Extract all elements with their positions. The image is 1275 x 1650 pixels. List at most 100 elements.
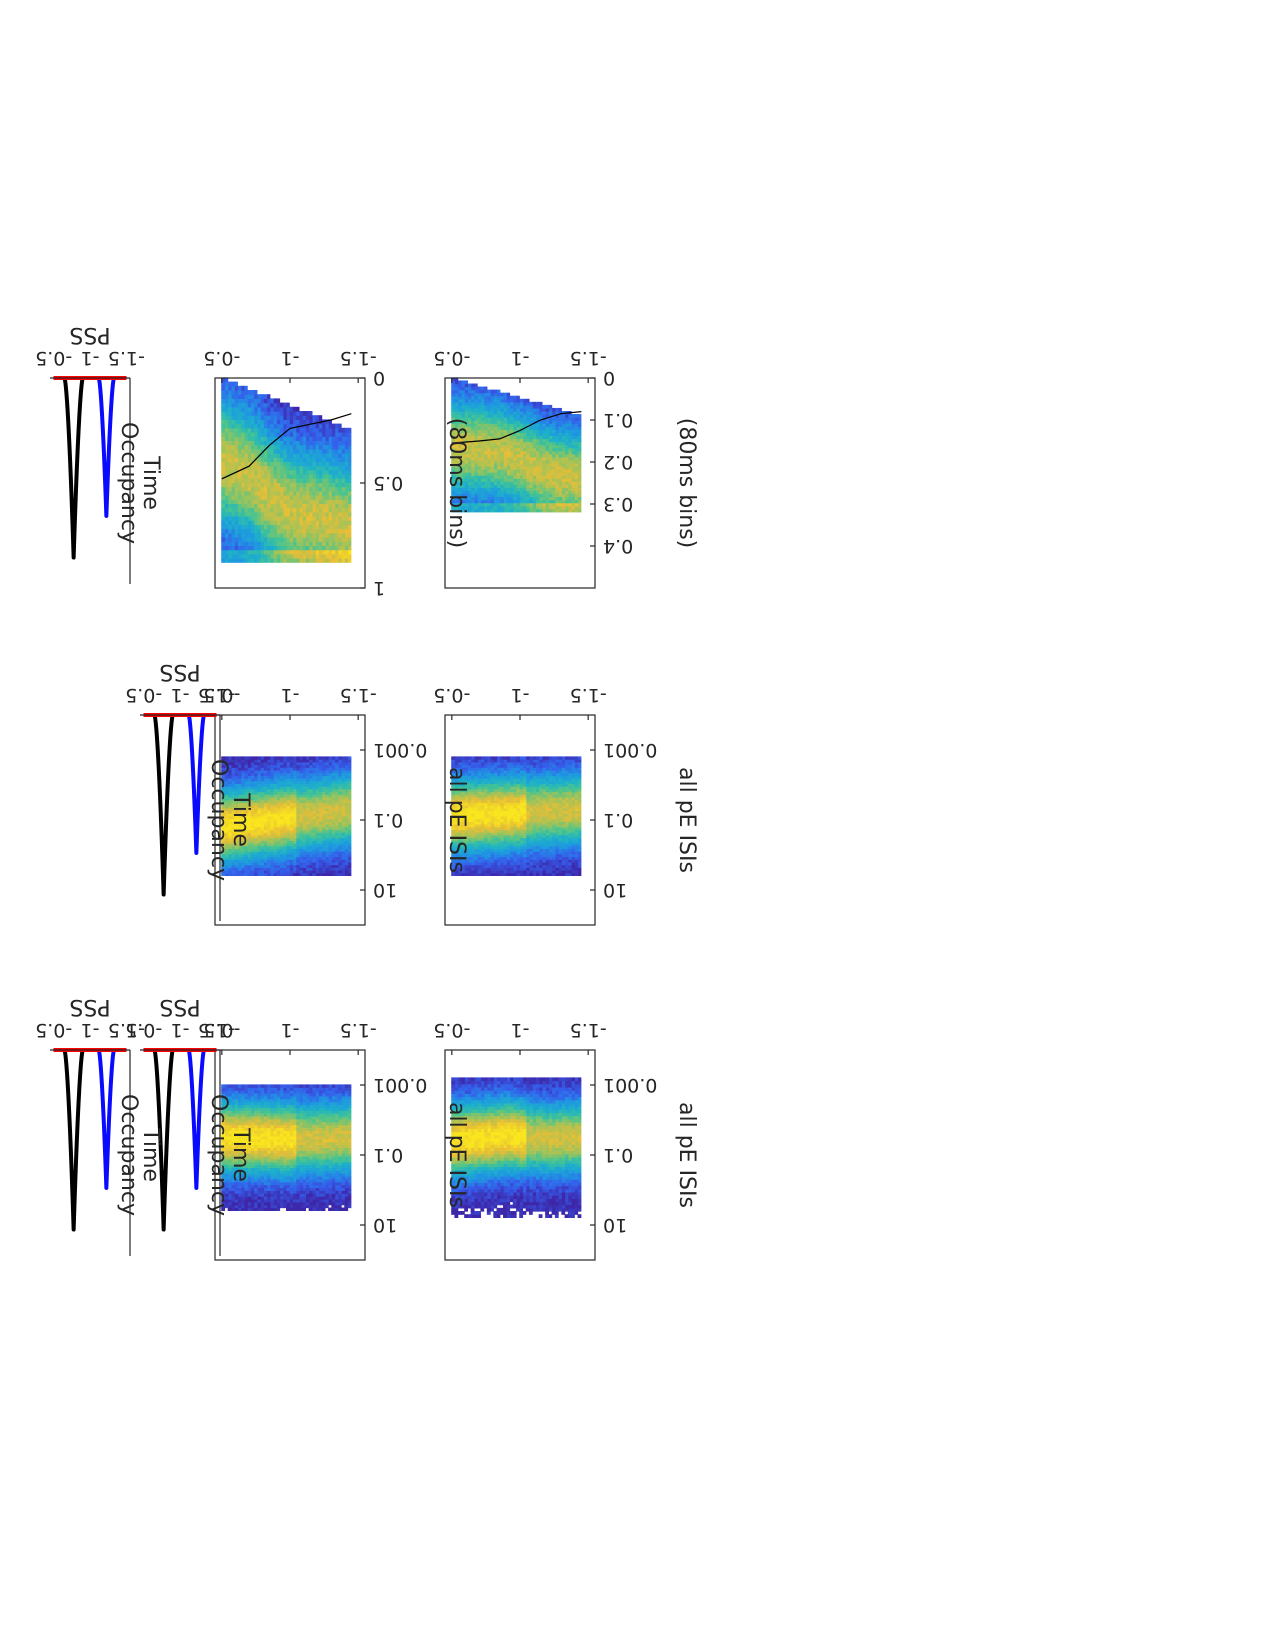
heatmap-cell [234, 1153, 239, 1157]
heatmap-cell [525, 1172, 530, 1177]
heatmap-cell [243, 1176, 248, 1180]
heatmap-cell [473, 859, 478, 863]
heatmap-cell [493, 1099, 498, 1104]
heatmap-cell [525, 842, 530, 847]
heatmap-cell [266, 1127, 271, 1131]
heatmap-cell [292, 1193, 297, 1197]
heatmap-cell [486, 1156, 491, 1161]
heatmap-cell [522, 859, 527, 863]
heatmap-cell [308, 1150, 313, 1154]
heatmap-cell [528, 1099, 533, 1104]
heatmap-cell [561, 805, 566, 809]
heatmap-cell [567, 837, 572, 841]
heatmap-cell [263, 1161, 268, 1166]
heatmap-cell [515, 821, 520, 825]
heatmap-cell [512, 1096, 517, 1101]
heatmap-cell [512, 783, 517, 787]
heatmap-cell [493, 1112, 498, 1117]
heatmap-cell [473, 1201, 478, 1206]
heatmap-cell [493, 853, 498, 858]
heatmap-cell [321, 1127, 326, 1131]
heatmap-cell [554, 1169, 559, 1174]
heatmap-cell [480, 1156, 485, 1161]
heatmap-cell [515, 1077, 520, 1082]
heatmap-cell [337, 1118, 342, 1123]
heatmap-cell [483, 1099, 488, 1104]
heatmap-cell [515, 834, 520, 839]
heatmap-cell [334, 1118, 339, 1123]
heatmap-cell [515, 832, 520, 836]
heatmap-cell [285, 1098, 290, 1103]
heatmap-cell [577, 1156, 582, 1161]
heatmap-cell [558, 1099, 562, 1104]
heatmap-cell [315, 1173, 319, 1177]
heatmap-cell [548, 1179, 553, 1183]
heatmap-cell [558, 837, 562, 841]
heatmap-cell [292, 1092, 297, 1097]
heatmap-cell [334, 1107, 339, 1111]
heatmap-cell [548, 1166, 553, 1171]
heatmap-cell [490, 807, 494, 812]
heatmap-cell [334, 1087, 339, 1091]
heatmap-cell [503, 756, 507, 760]
heatmap-cell [548, 1150, 553, 1155]
heatmap-cell [457, 1195, 462, 1199]
heatmap-cell [496, 1160, 501, 1164]
heatmap-cell [224, 1098, 229, 1103]
heatmap-cell [551, 810, 556, 814]
heatmap-cell [464, 1195, 469, 1199]
heatmap-cell [519, 805, 524, 809]
heatmap-cell [535, 1185, 540, 1190]
heatmap-cell [577, 859, 582, 863]
heatmap-cell [295, 1196, 300, 1200]
heatmap-cell [483, 786, 488, 790]
heatmap-cell [528, 1207, 533, 1212]
heatmap-cell [464, 1191, 469, 1196]
heatmap-cell [237, 1135, 242, 1140]
heatmap-cell [260, 1133, 264, 1137]
heatmap-cell [561, 848, 566, 852]
heatmap-cell [499, 1080, 504, 1085]
heatmap-cell [486, 1080, 491, 1085]
heatmap-cell [483, 1144, 488, 1148]
heatmap-cell [525, 1147, 530, 1152]
heatmap-cell [250, 1104, 255, 1108]
heatmap-cell [496, 1147, 501, 1152]
heatmap-cell [567, 853, 572, 858]
heatmap-cell [331, 1155, 336, 1160]
heatmap-cell [247, 1144, 251, 1148]
heatmap-cell [266, 1144, 271, 1148]
heatmap-cell [532, 815, 537, 820]
heatmap-cell [558, 1128, 562, 1133]
heatmap-cell [577, 1182, 582, 1187]
heatmap-cell [577, 1096, 582, 1101]
heatmap-cell [305, 1121, 310, 1126]
heatmap-cell [315, 1133, 319, 1137]
heatmap-cell [285, 1198, 290, 1203]
heatmap-cell [451, 1077, 456, 1082]
heatmap-cell [454, 1201, 459, 1206]
heatmap-cell [282, 1095, 287, 1100]
heatmap-cell [457, 1147, 462, 1152]
heatmap-cell [564, 818, 569, 822]
heatmap-cell [541, 1141, 546, 1145]
heatmap-cell [515, 1160, 520, 1164]
heatmap-cell [577, 1179, 582, 1183]
heatmap-cell [512, 851, 517, 855]
heatmap-cell [480, 859, 485, 863]
heatmap-cell [541, 1191, 546, 1196]
heatmap-cell [298, 1104, 303, 1108]
heatmap-cell [486, 805, 491, 809]
heatmap-cell [473, 1090, 478, 1094]
heatmap-cell [519, 861, 524, 866]
heatmap-cell [567, 769, 572, 774]
heatmap-cell [298, 1121, 303, 1126]
heatmap-cell [571, 1191, 575, 1196]
heatmap-cell [269, 1110, 274, 1114]
heatmap-cell [503, 1153, 507, 1158]
heatmap-cell [574, 1090, 579, 1094]
heatmap-cell [247, 1184, 251, 1189]
heatmap-cell [247, 1095, 251, 1100]
heatmap-cell [253, 1164, 258, 1169]
heatmap-cell [490, 834, 494, 839]
